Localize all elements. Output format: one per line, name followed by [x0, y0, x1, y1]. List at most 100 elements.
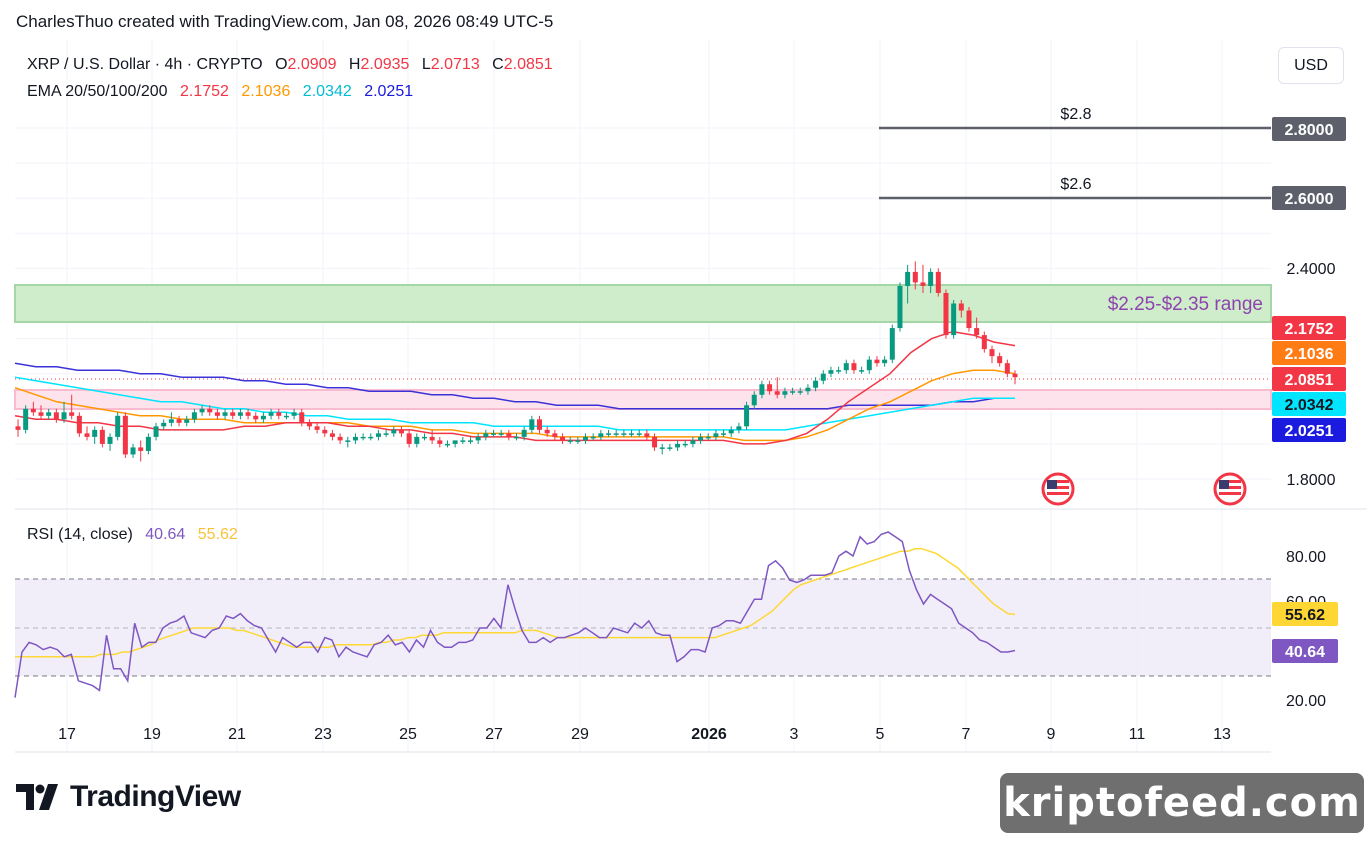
candle-body: [675, 443, 681, 448]
price-badge-label: 2.1036: [1285, 346, 1334, 363]
price-axis[interactable]: 2.4000 1.8000: [1287, 261, 1336, 489]
candle-body: [398, 429, 404, 434]
candle-body: [759, 384, 765, 395]
candle-body: [237, 412, 243, 416]
trading-chart[interactable]: $2.8 $2.6 $2.25-$2.35 range XRP / U.S. D…: [0, 0, 1367, 770]
time-tick: 25: [399, 726, 417, 743]
candle-body: [199, 408, 205, 413]
level-label-2-8: $2.8: [1060, 106, 1091, 123]
candle-body: [813, 380, 819, 388]
candle-body: [368, 436, 374, 439]
price-badge-label: 2.0342: [1285, 397, 1334, 414]
chart-attribution: CharlesThuo created with TradingView.com…: [16, 12, 554, 31]
time-tick: 27: [485, 726, 503, 743]
candle-body: [76, 415, 82, 434]
candle-body: [790, 391, 796, 393]
candle-body: [866, 359, 872, 371]
candle-body: [698, 436, 704, 441]
ema-lines: [14, 330, 1016, 445]
time-axis[interactable]: 17 19 21 23 25 27 29 2026 3 5 7 9 11 13: [58, 726, 1231, 743]
time-tick: 7: [962, 726, 971, 743]
candle-body: [337, 436, 343, 441]
candle-body: [713, 433, 719, 437]
candle-body: [138, 447, 144, 451]
rsi-badge-label: 40.64: [1285, 644, 1325, 661]
candle-body: [69, 412, 75, 416]
candle-body: [820, 373, 826, 381]
candle-body: [613, 433, 619, 435]
range-zone: [14, 284, 1272, 323]
candle-body: [782, 391, 788, 395]
candle-body: [682, 443, 688, 446]
watermark-text: kriptofeed.com: [1003, 780, 1361, 826]
price-badge-label: 2.0851: [1285, 372, 1334, 389]
time-tick: 17: [58, 726, 76, 743]
candle-body: [253, 415, 259, 420]
candle-body: [15, 426, 21, 430]
candle-body: [989, 349, 995, 357]
candle-body: [467, 440, 473, 442]
low-label: L: [422, 56, 431, 73]
symbol-name: XRP / U.S. Dollar · 4h · CRYPTO: [27, 56, 263, 73]
candle-body: [644, 433, 650, 437]
time-tick: 19: [143, 726, 161, 743]
candle-body: [283, 415, 289, 418]
time-tick: 21: [228, 726, 246, 743]
price-badge-label: 2.6000: [1285, 191, 1334, 208]
candle-body: [506, 433, 512, 437]
level-label-2-6: $2.6: [1060, 176, 1091, 193]
candle-body: [859, 370, 865, 372]
candle-body: [222, 412, 228, 416]
us-flag-icon[interactable]: [1041, 472, 1075, 506]
candle-body: [575, 440, 581, 442]
candle-body: [260, 415, 266, 420]
currency-button[interactable]: USD: [1278, 47, 1344, 84]
candle-body: [514, 436, 519, 439]
candle-body: [406, 433, 412, 444]
ema200-value: 2.0251: [364, 83, 413, 100]
ema-legend[interactable]: EMA 20/50/100/200 2.1752 2.1036 2.0342 2…: [27, 83, 413, 100]
candle-body: [391, 429, 397, 434]
ema20-line: [14, 330, 1016, 445]
low-value: 2.0713: [431, 56, 480, 73]
time-tick: 3: [790, 726, 799, 743]
rsi-line: [14, 531, 1016, 698]
candle-body: [414, 436, 420, 444]
symbol-legend[interactable]: XRP / U.S. Dollar · 4h · CRYPTO O2.0909 …: [27, 56, 553, 73]
candle-body: [483, 433, 489, 437]
kriptofeed-watermark: kriptofeed.com: [1000, 773, 1364, 833]
candle-body: [690, 440, 696, 444]
rsi-badge: [1272, 602, 1338, 626]
candle-body: [544, 429, 550, 434]
candle-body: [897, 285, 903, 329]
candle-body: [460, 440, 466, 442]
rsi-lines: [14, 531, 1016, 698]
candle-body: [1004, 363, 1010, 374]
candle-body: [268, 412, 274, 416]
candle-body: [161, 422, 167, 427]
candle-body: [882, 359, 888, 364]
tradingview-logo[interactable]: TradingView: [16, 780, 241, 814]
ema50-value: 2.1036: [241, 83, 290, 100]
candle-body: [245, 412, 251, 416]
time-tick: 11: [1129, 726, 1146, 743]
candle-body: [444, 443, 450, 446]
open-value: 2.0909: [288, 56, 337, 73]
price-badge: [1272, 392, 1346, 416]
rsi-value: 40.64: [145, 526, 185, 543]
price-badge: [1272, 186, 1346, 210]
candle-body: [130, 447, 136, 455]
rsi-axis[interactable]: 80.00 60.00 20.00: [1286, 549, 1326, 710]
candle-body: [958, 303, 964, 311]
close-label: C: [492, 56, 504, 73]
time-tick: 2026: [691, 726, 727, 743]
candle-body: [1012, 373, 1018, 378]
candle-body: [598, 433, 604, 437]
price-badge-label: 2.1752: [1285, 321, 1334, 338]
ema100-value: 2.0342: [303, 83, 352, 100]
rsi-legend[interactable]: RSI (14, close) 40.64 55.62: [27, 526, 238, 543]
candle-body: [61, 412, 67, 420]
candle-body: [974, 328, 980, 336]
us-flag-icon[interactable]: [1213, 472, 1247, 506]
candle-body: [23, 408, 29, 430]
